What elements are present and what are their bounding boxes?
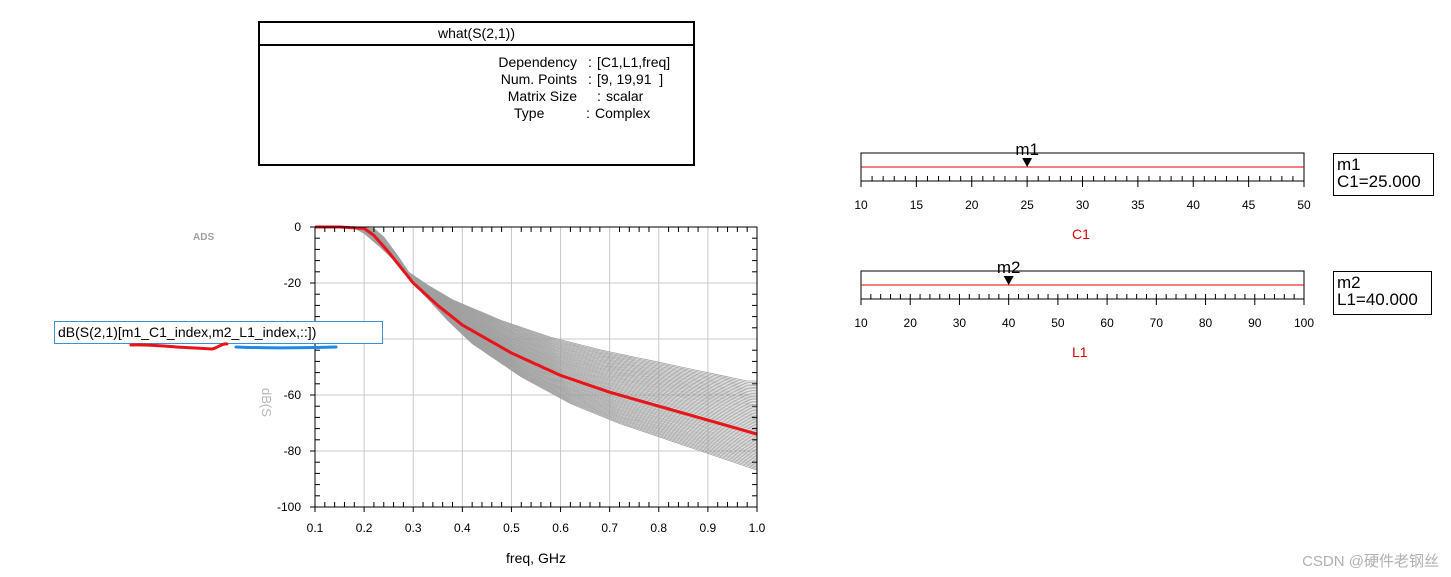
info-sep: : xyxy=(588,71,592,87)
marker-readout-value: C1=25.000 xyxy=(1337,172,1421,191)
slider-tick-label: 40 xyxy=(1002,316,1016,330)
slider-tick-label: 45 xyxy=(1242,198,1256,212)
marker-triangle-icon[interactable] xyxy=(1003,276,1014,285)
y-tick-label: -60 xyxy=(284,388,302,402)
y-tick-label: -100 xyxy=(277,500,301,514)
blue-underline-stroke xyxy=(234,345,338,350)
slider-tick-label: 40 xyxy=(1187,198,1201,212)
x-tick-label: 1.0 xyxy=(749,521,766,535)
marker-readout-value: L1=40.000 xyxy=(1337,290,1418,309)
marker-readout-name: m1 xyxy=(1337,155,1361,174)
y-tick-label: -80 xyxy=(284,444,302,458)
info-key-num-points: Num. Points xyxy=(500,71,577,87)
info-key-type: Type xyxy=(514,105,545,121)
x-tick-label: 0.9 xyxy=(700,521,717,535)
x-tick-label: 0.5 xyxy=(503,521,520,535)
slider-tick-label: 50 xyxy=(1051,316,1065,330)
y-tick-label: 0 xyxy=(294,220,301,234)
info-value-matrix-size: scalar xyxy=(606,88,644,104)
slider-c1[interactable]: 10 15 20 25 30 35 40 45 50 m1 xyxy=(850,135,1320,250)
slider-tick-label: 10 xyxy=(854,316,868,330)
x-tick-label: 0.6 xyxy=(552,521,569,535)
highlight-trace[interactable] xyxy=(315,225,758,436)
marker-readout-name: m2 xyxy=(1337,273,1361,292)
slider-caption-c1: C1 xyxy=(1072,226,1090,242)
info-key-matrix-size: Matrix Size xyxy=(507,88,577,104)
x-tick-label: 0.2 xyxy=(356,521,373,535)
info-value-type: Complex xyxy=(595,105,651,121)
slider-tick-label: 20 xyxy=(965,198,979,212)
slider-tick-label: 100 xyxy=(1294,316,1314,330)
slider-caption-l1: L1 xyxy=(1072,344,1088,360)
slider-tick-label: 30 xyxy=(1076,198,1090,212)
variable-info-box[interactable]: what(S(2,1)) Dependency : [C1,L1,freq] N… xyxy=(258,21,695,166)
highlight-curve xyxy=(315,225,758,436)
slider-l1[interactable]: 10 20 30 40 50 60 70 80 90 100 m2 xyxy=(850,253,1320,368)
x-tick-label: 0.7 xyxy=(601,521,618,535)
slider-tick-label: 30 xyxy=(953,316,967,330)
slider-tick-label: 35 xyxy=(1131,198,1145,212)
slider-tick-label: 80 xyxy=(1199,316,1213,330)
x-tick-label: 0.8 xyxy=(650,521,667,535)
x-tick-label: 0.3 xyxy=(405,521,422,535)
plot-grid xyxy=(315,227,757,507)
ads-logo-label: ADS xyxy=(193,232,215,243)
equation-label[interactable]: dB(S(2,1)[m1_C1_index,m2_L1_index,::]) xyxy=(54,321,383,344)
slider-tick-label: 50 xyxy=(1297,198,1311,212)
info-value-num-points: [9, 19,91 ] xyxy=(597,71,664,87)
plot-frame xyxy=(314,226,758,508)
marker-readout-m1: m1 C1=25.000 xyxy=(1333,153,1434,196)
slider-tick-label: 70 xyxy=(1150,316,1164,330)
x-tick-label: 0.1 xyxy=(307,521,324,535)
plot-axes xyxy=(310,226,758,512)
info-key-dependency: Dependency xyxy=(498,54,577,70)
info-sep: : xyxy=(586,105,590,121)
info-sep: : xyxy=(588,54,592,70)
x-axis-label: freq, GHz xyxy=(506,550,566,566)
marker-triangle-icon[interactable] xyxy=(1022,158,1033,167)
slider-tick-label: 10 xyxy=(854,198,868,212)
family-curve xyxy=(315,226,758,471)
marker-readout-m2: m2 L1=40.000 xyxy=(1333,271,1432,315)
slider-tick-label: 90 xyxy=(1248,316,1262,330)
red-underline-stroke xyxy=(129,342,229,351)
y-axis-label-residue: dB(S xyxy=(259,388,274,417)
x-tick-label: 0.4 xyxy=(454,521,471,535)
slider-tick-label: 15 xyxy=(910,198,924,212)
slider-tick-label: 60 xyxy=(1100,316,1114,330)
annotation-strokes xyxy=(129,342,338,351)
info-value-dependency: [C1,L1,freq] xyxy=(597,54,671,70)
info-box-title: what(S(2,1)) xyxy=(260,23,693,46)
slider-tick-label: 25 xyxy=(1020,198,1034,212)
y-tick-label: -20 xyxy=(284,276,302,290)
slider-tick-label: 20 xyxy=(904,316,918,330)
marker-label: m1 xyxy=(1015,140,1039,159)
watermark: CSDN @硬件老钢丝 xyxy=(1302,553,1439,570)
info-sep: : xyxy=(597,88,601,104)
marker-label: m2 xyxy=(997,258,1021,277)
